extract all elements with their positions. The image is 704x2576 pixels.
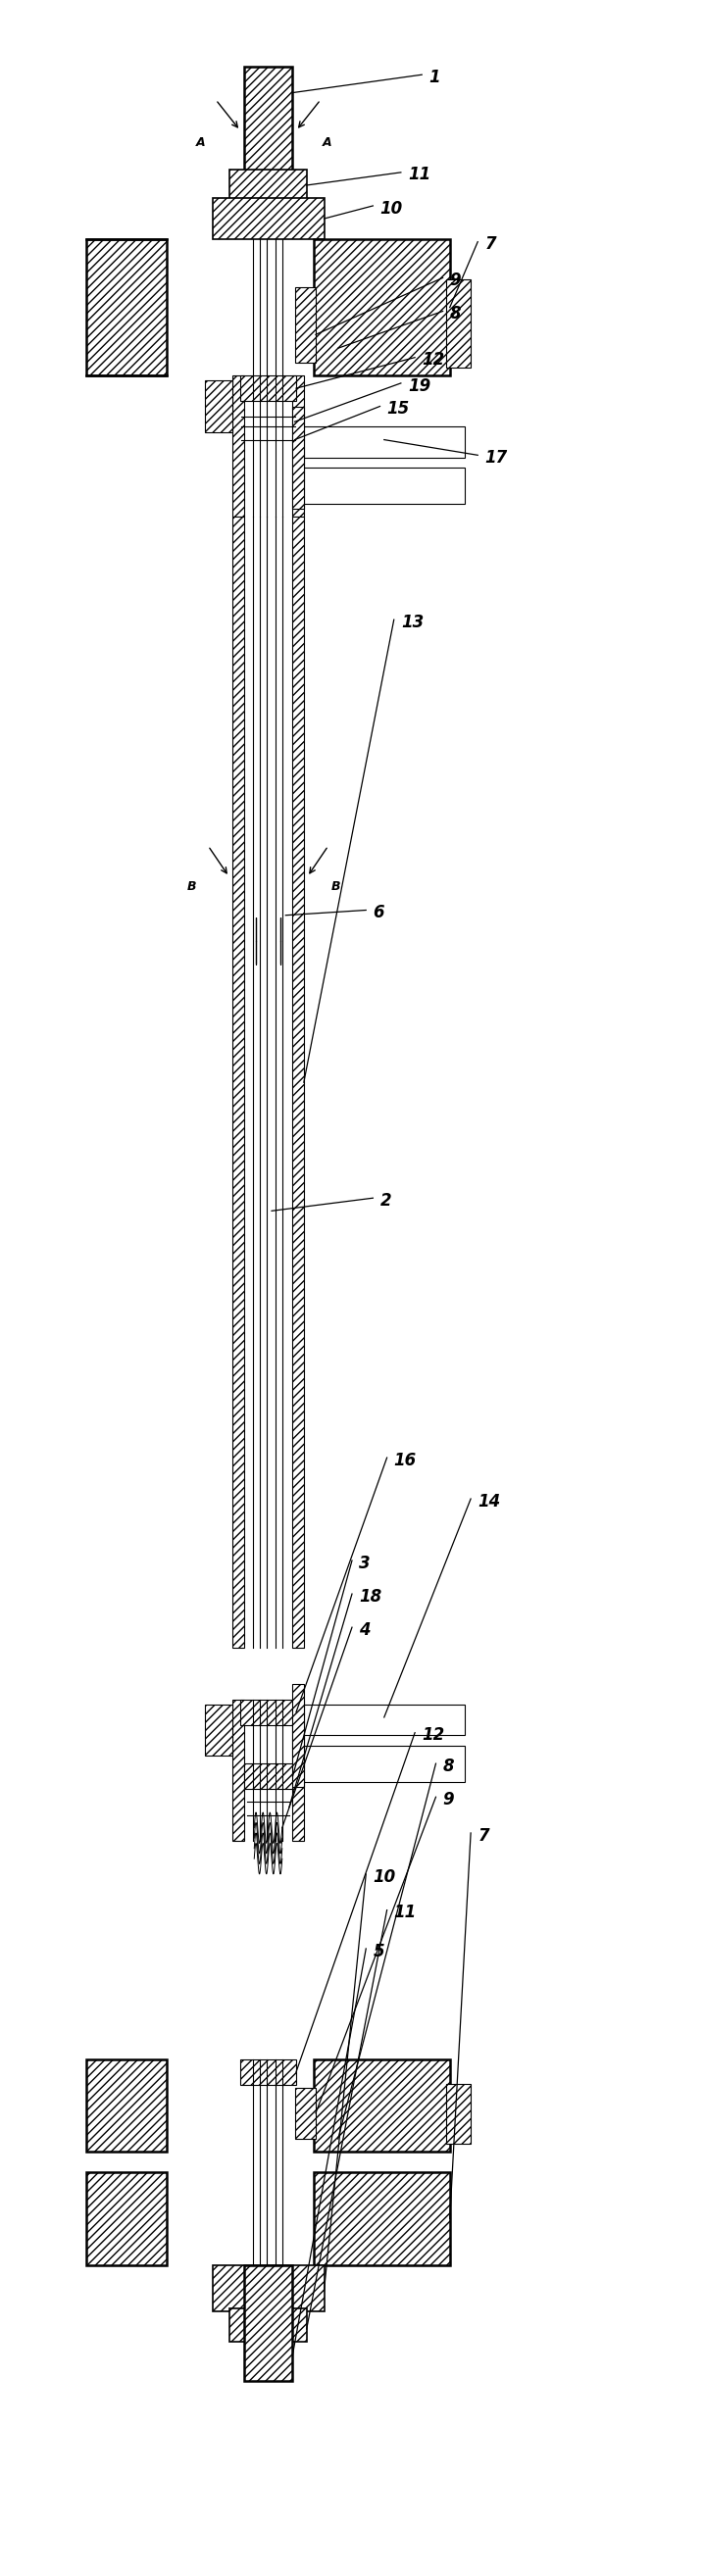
Bar xyxy=(240,1700,296,1726)
Text: 9: 9 xyxy=(443,1790,454,1808)
Bar xyxy=(240,2058,296,2084)
Bar xyxy=(304,428,465,459)
Text: 13: 13 xyxy=(401,613,424,631)
Text: 11: 11 xyxy=(408,165,431,183)
Bar xyxy=(304,1705,465,1736)
Text: B: B xyxy=(187,881,196,891)
Bar xyxy=(232,1700,244,1842)
Bar xyxy=(244,1765,293,1790)
Text: A: A xyxy=(322,137,332,149)
Text: A: A xyxy=(196,137,206,149)
Text: 18: 18 xyxy=(359,1587,382,1605)
Bar xyxy=(232,376,244,518)
Bar xyxy=(313,2172,450,2264)
Bar xyxy=(313,240,450,376)
Text: 17: 17 xyxy=(485,448,508,466)
Bar xyxy=(205,381,232,433)
Bar xyxy=(244,67,293,183)
Bar xyxy=(295,2089,315,2138)
Text: 9: 9 xyxy=(450,270,461,289)
Text: B: B xyxy=(331,881,340,891)
Bar xyxy=(446,2084,471,2143)
Bar xyxy=(293,518,304,1649)
Text: 8: 8 xyxy=(450,304,461,322)
Bar xyxy=(293,407,304,510)
Bar xyxy=(87,2172,167,2264)
Text: 11: 11 xyxy=(394,1904,417,1922)
Text: 5: 5 xyxy=(373,1942,384,1960)
Bar xyxy=(213,198,324,240)
Text: 10: 10 xyxy=(380,198,403,216)
Bar xyxy=(304,1747,465,1783)
Text: 2: 2 xyxy=(380,1193,391,1208)
Bar xyxy=(293,1700,304,1842)
Text: 10: 10 xyxy=(373,1868,396,1886)
Bar xyxy=(304,469,465,505)
Bar xyxy=(230,2308,307,2342)
Text: 12: 12 xyxy=(422,1726,445,1744)
Bar xyxy=(244,2264,293,2380)
Bar xyxy=(446,278,471,368)
Bar xyxy=(87,2058,167,2151)
Text: 8: 8 xyxy=(443,1757,454,1775)
Bar xyxy=(205,1705,232,1757)
Text: 4: 4 xyxy=(359,1620,370,1638)
Text: 6: 6 xyxy=(373,904,384,922)
Bar xyxy=(87,240,167,376)
Text: 7: 7 xyxy=(478,1826,489,1844)
Bar xyxy=(240,376,296,402)
Text: 3: 3 xyxy=(359,1553,370,1571)
Text: 19: 19 xyxy=(408,376,431,394)
Bar xyxy=(293,1685,304,1788)
Bar xyxy=(293,376,304,518)
Text: 7: 7 xyxy=(485,234,496,252)
Bar xyxy=(313,2058,450,2151)
Text: 15: 15 xyxy=(387,399,410,417)
Text: 12: 12 xyxy=(422,350,445,368)
Bar xyxy=(230,170,307,201)
Text: 16: 16 xyxy=(394,1450,417,1468)
Bar xyxy=(213,2264,324,2311)
Text: 14: 14 xyxy=(478,1492,501,1510)
Bar xyxy=(295,289,315,363)
Text: 1: 1 xyxy=(429,70,440,85)
Bar xyxy=(232,518,244,1649)
